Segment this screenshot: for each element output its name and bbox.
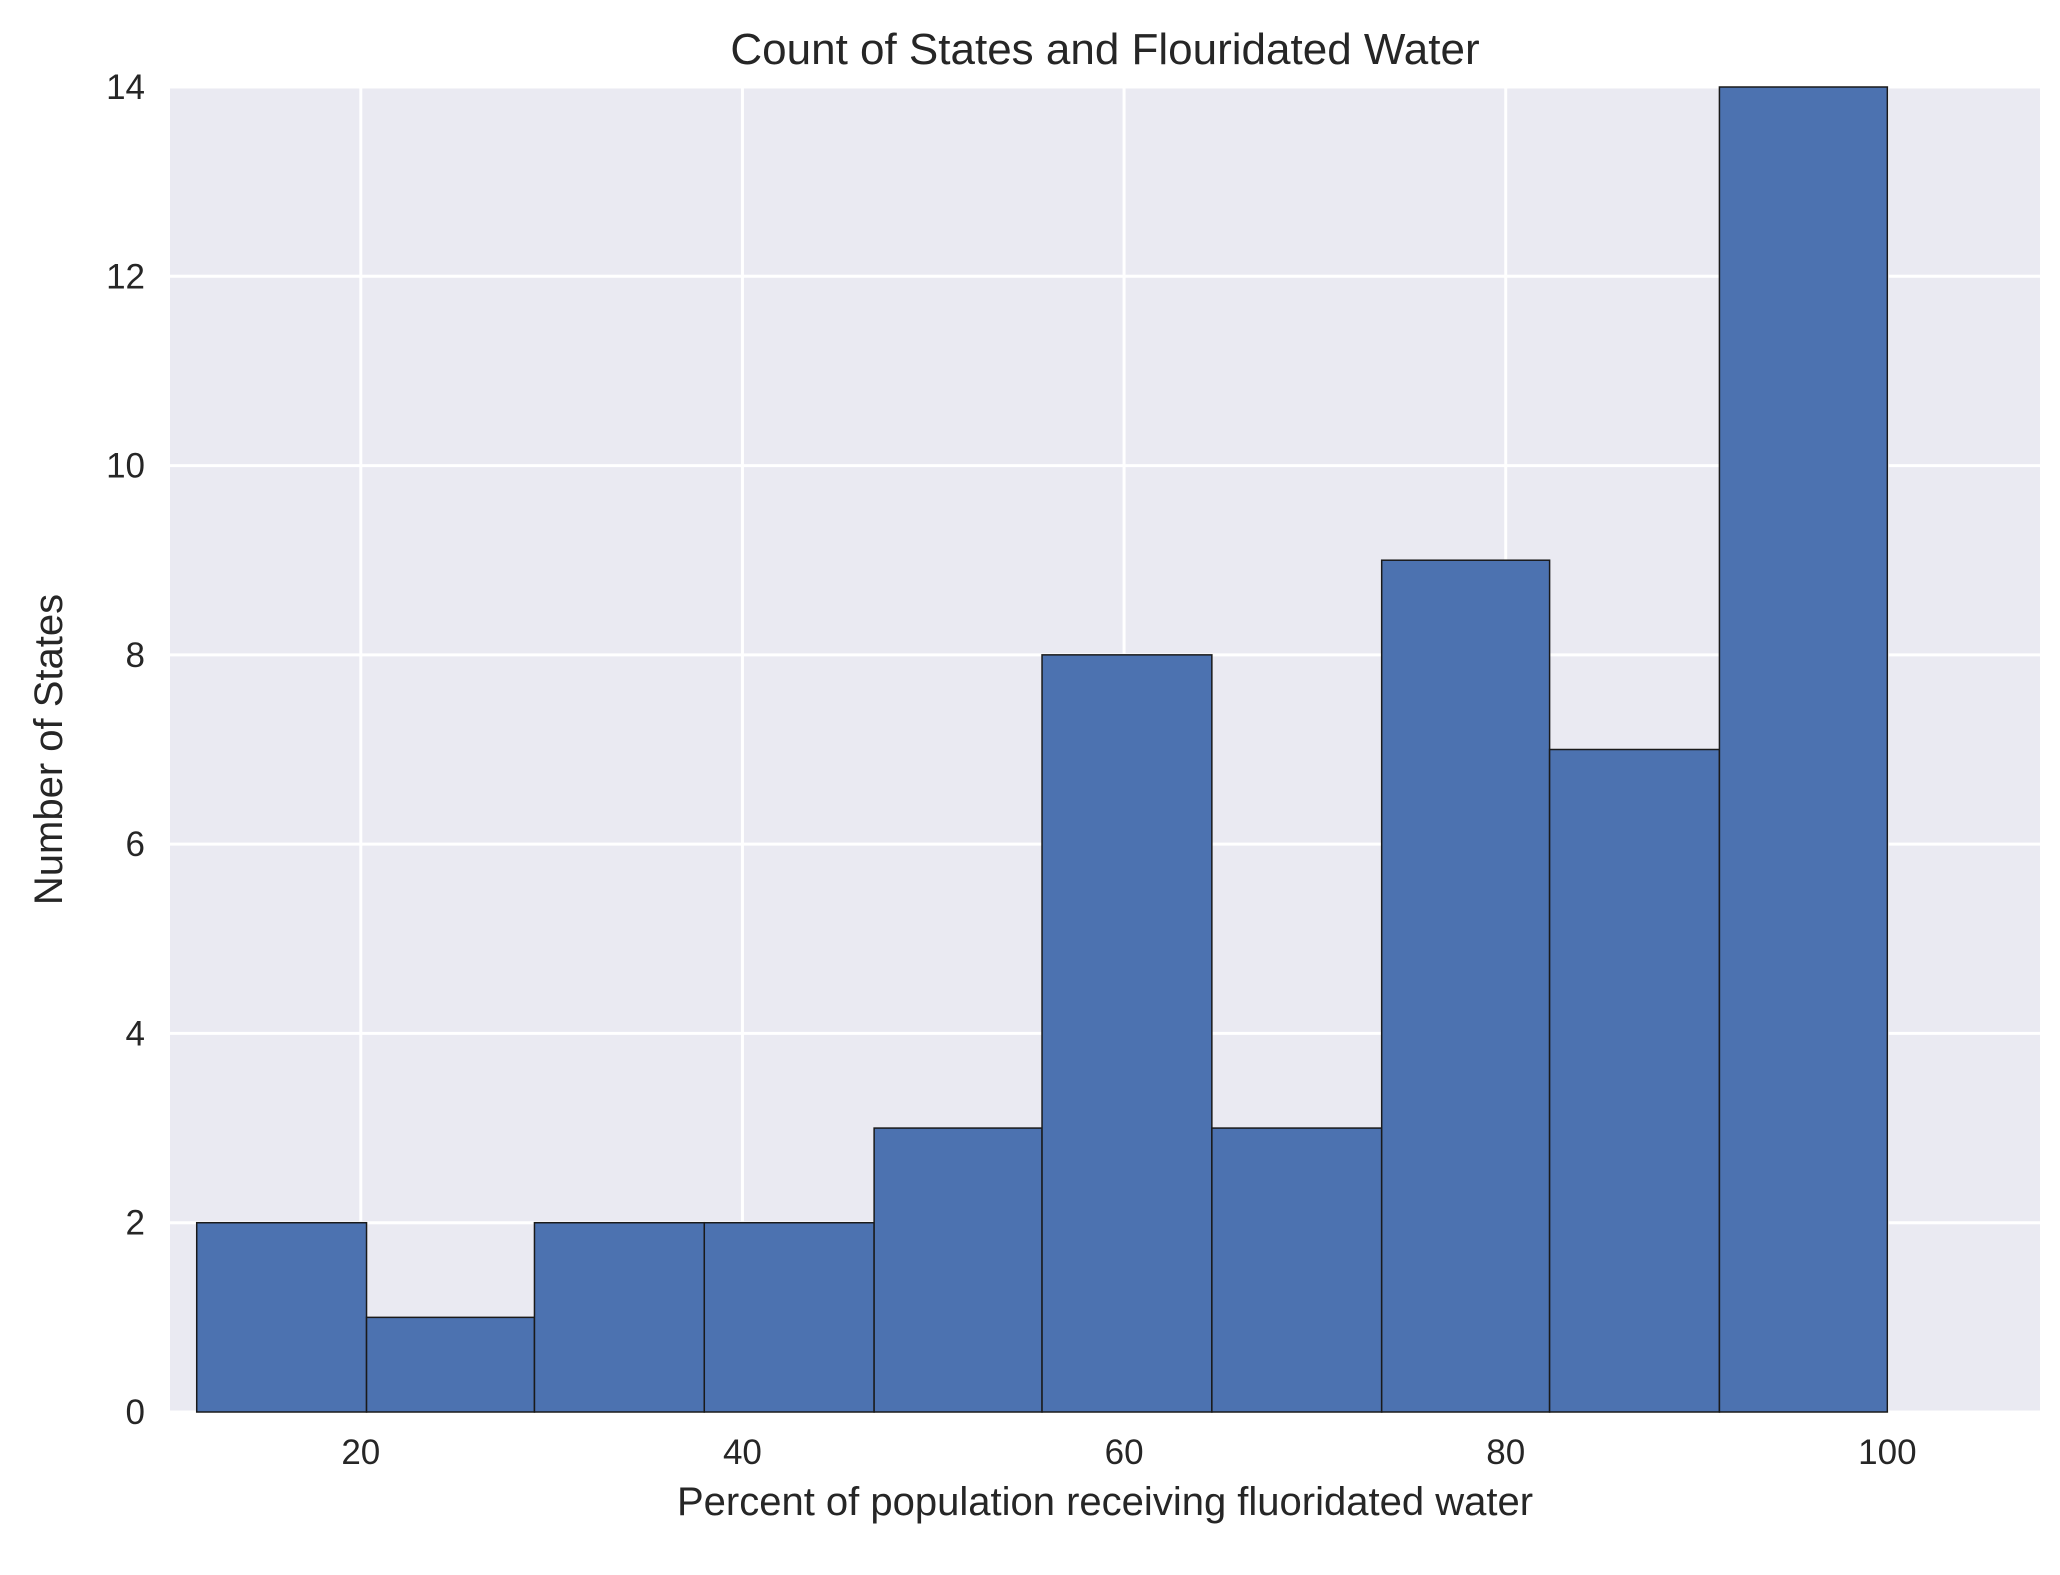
- histogram-bar: [1380, 559, 1551, 1413]
- x-axis-label: Percent of population receiving fluorida…: [677, 1480, 1533, 1524]
- x-tick-label: 60: [1105, 1433, 1144, 1472]
- y-tick-label: 14: [106, 68, 145, 107]
- y-tick-label: 6: [126, 825, 145, 864]
- histogram-bar: [873, 1127, 1043, 1413]
- bars: [195, 86, 1889, 1413]
- x-axis-ticks: 20 40 60 80 100: [341, 1433, 1916, 1472]
- y-tick-label: 2: [126, 1204, 145, 1243]
- y-tick-label: 8: [126, 636, 145, 675]
- histogram-bar: [1718, 86, 1889, 1413]
- histogram-bar: [703, 1221, 875, 1413]
- y-axis-ticks: 0 2 4 6 8 10 12 14: [106, 68, 145, 1432]
- histogram-bar: [195, 1221, 368, 1413]
- y-tick-label: 0: [126, 1393, 145, 1432]
- histogram-bar: [1548, 748, 1721, 1413]
- histogram-bar: [1041, 654, 1213, 1413]
- y-axis-label: Number of States: [27, 594, 71, 905]
- x-tick-label: 100: [1858, 1433, 1916, 1472]
- y-tick-label: 12: [106, 257, 145, 296]
- y-tick-label: 4: [126, 1014, 145, 1053]
- histogram-bar: [365, 1316, 536, 1413]
- y-tick-label: 10: [106, 447, 145, 486]
- x-tick-label: 20: [341, 1433, 380, 1472]
- histogram-bar: [1211, 1127, 1383, 1413]
- x-tick-label: 40: [723, 1433, 762, 1472]
- x-tick-label: 80: [1486, 1433, 1525, 1472]
- chart-title: Count of States and Flouridated Water: [730, 25, 1479, 74]
- histogram-bar: [533, 1221, 706, 1413]
